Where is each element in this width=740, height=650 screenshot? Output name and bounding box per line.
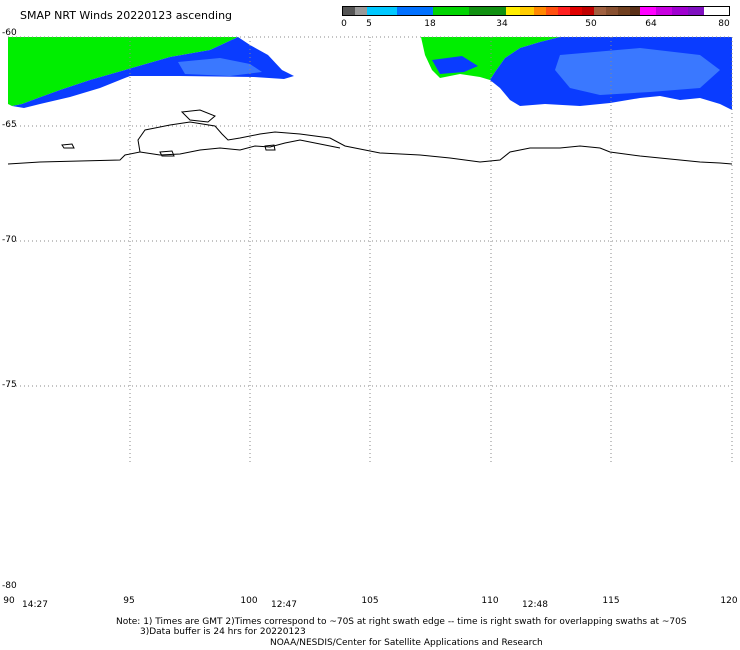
colorbar-segment	[688, 7, 704, 15]
colorbar-segment	[433, 7, 469, 15]
lat-label: -75	[2, 380, 17, 390]
lat-label: -60	[2, 28, 17, 38]
lat-label: -80	[2, 581, 17, 591]
colorbar-tick-label: 5	[366, 19, 372, 29]
wind-region-blue-light	[178, 58, 262, 76]
wind-region-blue-light	[555, 48, 720, 95]
wind-swath-right	[421, 37, 732, 110]
colorbar-segment	[570, 7, 582, 15]
colorbar-segment	[534, 7, 546, 15]
colorbar-tick-label: 18	[424, 19, 436, 29]
swath-time-label: 14:27	[22, 600, 48, 610]
note-line: 3)Data buffer is 24 hrs for 20220123	[140, 627, 306, 637]
colorbar-tick-label: 0	[341, 19, 347, 29]
map-title: SMAP NRT Winds 20220123 ascending	[20, 9, 233, 22]
wind-region-green	[8, 37, 238, 106]
colorbar-segment	[606, 7, 618, 15]
lon-label: 110	[481, 596, 499, 606]
lon-label: 105	[361, 596, 379, 606]
note-line: Note: 1) Times are GMT 2)Times correspon…	[116, 617, 687, 627]
colorbar-segment	[469, 7, 506, 15]
credit-line: NOAA/NESDIS/Center for Satellite Applica…	[270, 638, 543, 648]
colorbar-segment	[367, 7, 397, 15]
colorbar-tick-label: 64	[645, 19, 657, 29]
colorbar-segment	[520, 7, 534, 15]
wind-region-blue	[12, 37, 294, 108]
lat-lon-grid	[8, 36, 733, 465]
lon-label: 90	[3, 596, 15, 606]
swath-time-label: 12:47	[271, 600, 297, 610]
lon-label: 95	[123, 596, 135, 606]
wind-speed-colorbar	[342, 6, 730, 16]
lat-label: -65	[2, 120, 17, 130]
colorbar-segment	[582, 7, 594, 15]
colorbar-segment	[506, 7, 520, 15]
colorbar-segment	[640, 7, 656, 15]
colorbar-segment	[656, 7, 672, 15]
coastline-shelf	[139, 139, 341, 156]
colorbar-segment	[546, 7, 558, 15]
colorbar-segment	[397, 7, 433, 15]
colorbar-segment	[343, 7, 355, 15]
colorbar-segment	[630, 7, 640, 15]
colorbar-segment	[558, 7, 570, 15]
island-outline	[180, 109, 216, 123]
island-outline	[61, 143, 75, 149]
colorbar-tick-label: 34	[496, 19, 508, 29]
coastline-main	[7, 121, 733, 165]
lat-label: -70	[2, 235, 17, 245]
wind-region-blue	[432, 56, 478, 74]
lon-label: 115	[602, 596, 620, 606]
island-outline	[159, 150, 175, 157]
colorbar-tick-label: 80	[718, 19, 730, 29]
island-outline	[264, 144, 276, 151]
colorbar-tick-label: 50	[585, 19, 597, 29]
colorbar-segment	[672, 7, 688, 15]
colorbar-segment	[618, 7, 630, 15]
lon-label: 100	[240, 596, 258, 606]
lon-label: 120	[720, 596, 738, 606]
colorbar-segment	[355, 7, 367, 15]
wind-swath-left	[8, 37, 294, 108]
coastline	[7, 109, 733, 165]
swath-time-label: 12:48	[522, 600, 548, 610]
colorbar-segment	[594, 7, 606, 15]
